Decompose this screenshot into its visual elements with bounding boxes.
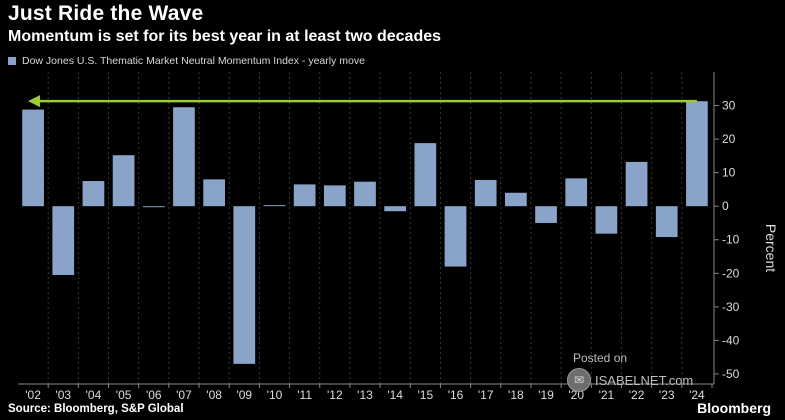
bar-'04 — [82, 181, 105, 207]
reference-arrow-head — [28, 95, 40, 108]
x-tick-label: '12 — [327, 388, 343, 402]
y-tick-label: 10 — [722, 166, 736, 180]
bar-'03 — [52, 206, 75, 275]
bar-'05 — [112, 155, 135, 207]
x-tick-label: '11 — [297, 388, 312, 402]
bar-'18 — [505, 192, 527, 207]
legend-swatch — [8, 57, 16, 65]
bar-'13 — [354, 181, 376, 207]
bloomberg-logo: Bloomberg — [697, 400, 771, 416]
bar-'17 — [474, 180, 497, 207]
x-tick-label: '10 — [267, 388, 283, 402]
y-tick-label: 20 — [722, 132, 736, 146]
y-tick-label: -30 — [722, 300, 740, 314]
x-tick-label: '03 — [55, 388, 71, 402]
source-note: Source: Bloomberg, S&P Global — [8, 403, 184, 415]
isabelnet-logo-icon: ✉ — [567, 368, 591, 392]
bar-'07 — [173, 107, 195, 207]
x-tick-label: '18 — [508, 388, 524, 402]
x-tick-label: '17 — [478, 388, 494, 402]
x-tick-label: '16 — [448, 388, 464, 402]
legend: Dow Jones U.S. Thematic Market Neutral M… — [8, 55, 365, 67]
bar-'23 — [655, 206, 678, 238]
x-tick-label: '05 — [116, 388, 132, 402]
x-tick-label: '24 — [689, 388, 705, 402]
y-tick-label: -10 — [722, 233, 740, 247]
bar-'14 — [384, 206, 407, 212]
y-tick-label: -50 — [722, 367, 740, 381]
bar-'11 — [293, 184, 316, 207]
watermark: ✉ ISABELNET.com — [567, 368, 693, 392]
bar-'06 — [142, 206, 165, 208]
x-tick-label: '02 — [25, 388, 41, 402]
x-tick-label: '21 — [599, 388, 615, 402]
x-tick-label: '14 — [387, 388, 403, 402]
bar-'20 — [565, 178, 588, 207]
bar-'15 — [414, 143, 437, 207]
bar-'22 — [625, 161, 648, 207]
x-tick-label: '22 — [629, 388, 645, 402]
x-tick-label: '23 — [659, 388, 675, 402]
x-tick-label: '04 — [86, 388, 102, 402]
bar-'24 — [686, 101, 708, 207]
bar-'19 — [535, 206, 557, 223]
bar-'16 — [444, 206, 467, 267]
legend-label: Dow Jones U.S. Thematic Market Neutral M… — [22, 55, 365, 67]
y-tick-label: 0 — [722, 199, 729, 213]
y-axis-title: Percent — [763, 224, 779, 272]
bar-'08 — [203, 179, 225, 207]
chart-subtitle: Momentum is set for its best year in at … — [8, 28, 442, 45]
y-tick-label: 30 — [722, 99, 736, 113]
x-tick-label: '06 — [146, 388, 162, 402]
bar-'21 — [595, 206, 618, 234]
y-tick-label: -40 — [722, 333, 740, 347]
watermark-site-text: ISABELNET.com — [595, 372, 694, 388]
bar-'12 — [323, 185, 346, 207]
x-tick-label: '08 — [206, 388, 222, 402]
x-tick-label: '19 — [538, 388, 554, 402]
bar-'10 — [263, 205, 286, 207]
chart-title: Just Ride the Wave — [8, 2, 204, 25]
bar-'09 — [233, 206, 256, 364]
watermark-posted-text: Posted on — [573, 351, 628, 365]
x-tick-label: '09 — [236, 388, 252, 402]
x-tick-label: '15 — [418, 388, 434, 402]
x-tick-label: '13 — [357, 388, 373, 402]
y-tick-label: -20 — [722, 266, 740, 280]
x-tick-label: '07 — [176, 388, 192, 402]
bar-'02 — [22, 109, 44, 207]
